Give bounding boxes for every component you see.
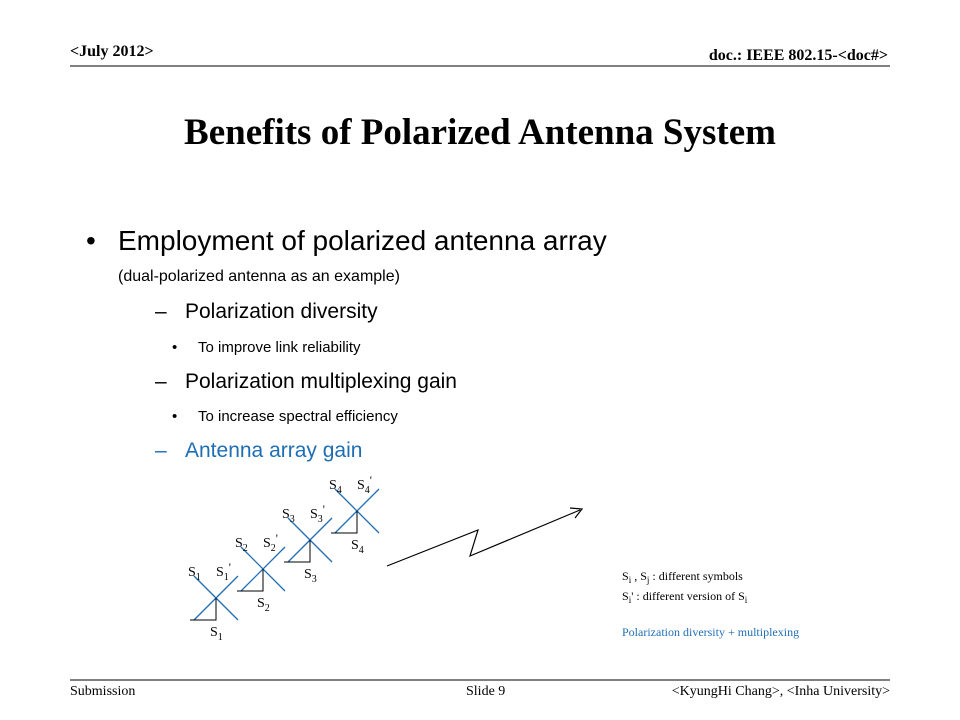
antenna-label: S1 — [188, 565, 201, 583]
label-prime: ' — [323, 502, 325, 516]
label-base: S — [235, 536, 243, 551]
note-text: ' : different version of S — [631, 589, 745, 603]
note-sub: i — [629, 595, 632, 605]
link-arrow — [386, 509, 581, 567]
dash: – — [155, 439, 167, 462]
label-sub: 2 — [243, 543, 248, 554]
antenna-label: S3 — [282, 507, 295, 525]
antenna-label: S3' — [310, 502, 325, 525]
label-prime: ' — [370, 473, 372, 487]
label-base: S — [310, 507, 318, 522]
sub-dot: • — [172, 339, 177, 356]
antenna-base — [190, 598, 217, 621]
dash: – — [155, 370, 167, 393]
label-sub: 3 — [312, 574, 317, 585]
label-base: S — [351, 538, 359, 553]
label-sub: 3 — [290, 514, 295, 525]
antenna-label: S4 — [351, 538, 364, 556]
slide-title: Benefits of Polarized Antenna System — [184, 112, 776, 153]
note-text: , S — [631, 569, 647, 583]
item-text: Polarization diversity — [185, 300, 378, 323]
footer-right: <KyungHi Chang>, <Inha University> — [672, 684, 890, 699]
note-text: S — [622, 589, 629, 603]
label-base: S — [357, 478, 365, 493]
label-sub: 1 — [218, 632, 223, 643]
dash: – — [155, 300, 167, 323]
label-base: S — [304, 567, 312, 582]
antenna-label: S2 — [235, 536, 248, 554]
item-text: Polarization multiplexing gain — [185, 370, 457, 393]
note-sub: i — [629, 575, 632, 585]
header-date: <July 2012> — [70, 43, 154, 60]
note-text: : different symbols — [649, 569, 743, 583]
label-sub: 2 — [265, 603, 270, 614]
label-sub: 2 — [271, 543, 276, 554]
item-text: Antenna array gain — [185, 439, 362, 462]
antenna-label: S3 — [304, 567, 317, 585]
header-doc: doc.: IEEE 802.15-<doc#> — [709, 47, 888, 64]
label-base: S — [210, 625, 218, 640]
arrow-head — [569, 507, 584, 519]
label-sub: 3 — [318, 514, 323, 525]
note: Si' : different version of Si — [622, 589, 748, 605]
label-sub: 4 — [365, 485, 370, 496]
note-sub: j — [646, 575, 650, 585]
label-sub: 4 — [337, 485, 342, 496]
label-base: S — [329, 478, 337, 493]
bullet-text: Employment of polarized antenna array — [118, 225, 607, 256]
note: Polarization diversity + multiplexing — [622, 625, 799, 639]
antenna-label: S4' — [357, 473, 372, 496]
item-sub: To increase spectral efficiency — [198, 408, 398, 425]
note-text: Polarization diversity + multiplexing — [622, 625, 799, 639]
antenna-label: S1' — [216, 560, 231, 583]
label-base: S — [263, 536, 271, 551]
antenna-label: S4 — [329, 478, 342, 496]
sub-dot: • — [172, 408, 177, 425]
label-base: S — [216, 565, 224, 580]
antenna-label: S2 — [257, 596, 270, 614]
label-base: S — [188, 565, 196, 580]
antenna-base — [237, 569, 264, 592]
antenna-base — [331, 511, 358, 534]
label-prime: ' — [229, 560, 231, 574]
label-sub: 1 — [224, 572, 229, 583]
antenna-label: S2' — [263, 531, 278, 554]
note: Si , Sj : different symbols — [622, 569, 743, 585]
label-sub: 4 — [359, 545, 364, 556]
footer-left: Submission — [70, 684, 135, 699]
bullet-note: (dual-polarized antenna as an example) — [118, 268, 400, 285]
bullet-dot: • — [86, 225, 96, 256]
antenna-label: S1 — [210, 625, 223, 643]
note-sub: i — [745, 595, 748, 605]
label-base: S — [282, 507, 290, 522]
item-sub: To improve link reliability — [198, 339, 361, 356]
label-sub: 1 — [196, 572, 201, 583]
label-base: S — [257, 596, 265, 611]
note-text: S — [622, 569, 629, 583]
footer-center: Slide 9 — [466, 684, 505, 699]
label-prime: ' — [276, 531, 278, 545]
antenna-base — [284, 540, 311, 563]
